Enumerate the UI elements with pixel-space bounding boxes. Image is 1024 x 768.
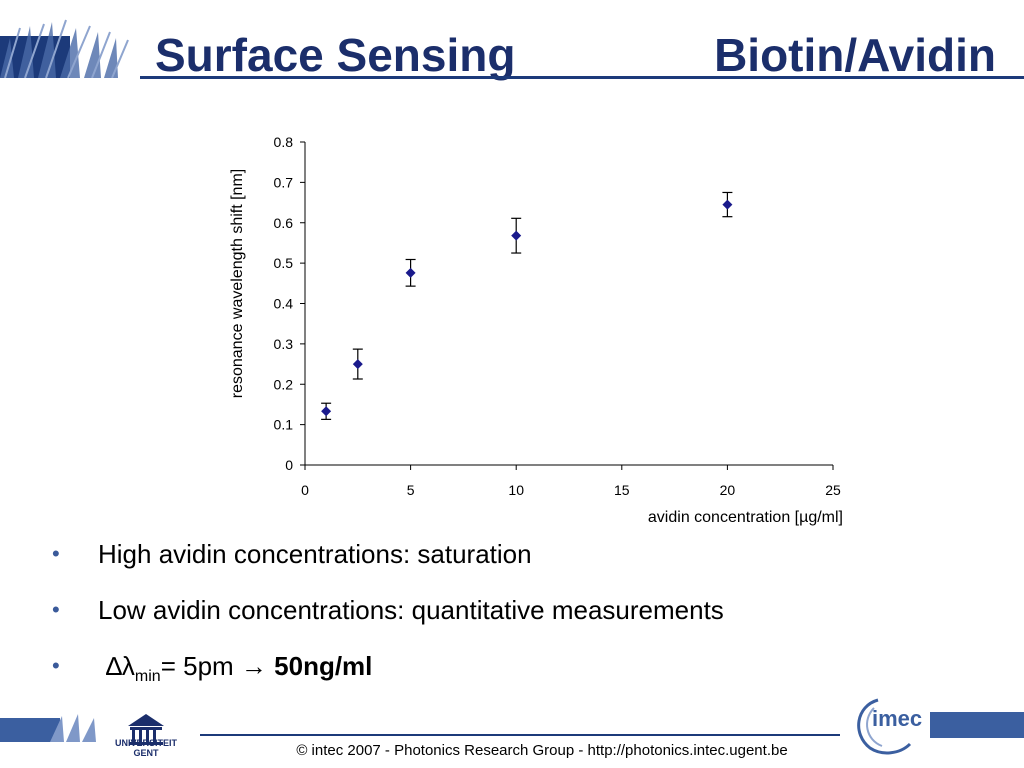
x-tick-label: 25 bbox=[825, 482, 841, 498]
bullet-item: • High avidin concentrations: saturation bbox=[52, 532, 724, 588]
y-tick-label: 0.2 bbox=[274, 376, 294, 392]
ugent-wordmark: UNIVERSITEIT GENT bbox=[104, 738, 188, 758]
ugent-line2: GENT bbox=[133, 748, 159, 758]
slide-subtitle: Biotin/Avidin bbox=[714, 29, 996, 81]
y-tick-label: 0.7 bbox=[274, 174, 294, 190]
bullet-item: • ∆λmin= 5pm → 50ng/ml bbox=[52, 644, 724, 700]
x-tick-label: 20 bbox=[720, 482, 736, 498]
footer-band bbox=[930, 712, 1024, 738]
x-tick-label: 5 bbox=[407, 482, 415, 498]
data-point bbox=[511, 230, 522, 241]
footer-rule bbox=[200, 734, 840, 736]
arrow-icon: → bbox=[240, 651, 267, 681]
header-rule bbox=[140, 76, 1024, 79]
imec-logo-swoosh bbox=[857, 698, 912, 755]
y-tick-label: 0.3 bbox=[274, 336, 294, 352]
formula-delta: ∆λ bbox=[106, 651, 135, 681]
bullet-text: High avidin concentrations: saturation bbox=[98, 539, 532, 569]
y-tick-label: 0 bbox=[285, 457, 293, 473]
data-point bbox=[321, 406, 332, 417]
y-axis-label: resonance wavelength shift [nm] bbox=[229, 169, 246, 398]
footer-text: © intec 2007 - Photonics Research Group … bbox=[296, 742, 788, 759]
data-points bbox=[321, 191, 733, 420]
tick-labels: 0 0.1 0.2 0.3 0.4 0.5 0.6 0.7 0.8 0 5 10 15 20 25 bbox=[274, 134, 841, 498]
formula-subscript: min bbox=[134, 668, 161, 686]
ugent-line1: UNIVERSITEIT bbox=[114, 738, 177, 748]
x-tick-label: 0 bbox=[301, 482, 309, 498]
y-axis-title-group: resonance wavelength shift [nm] bbox=[229, 169, 246, 398]
y-tick-label: 0.4 bbox=[274, 296, 294, 312]
ugent-logo bbox=[128, 714, 164, 745]
x-tick-label: 15 bbox=[614, 482, 630, 498]
bullet-item: • Low avidin concentrations: quantitativ… bbox=[52, 588, 724, 644]
bullet-text: Low avidin concentrations: quantitative … bbox=[98, 595, 724, 625]
footer-decoration bbox=[0, 714, 96, 742]
bullet-icon: • bbox=[52, 653, 60, 678]
bullet-list: • High avidin concentrations: saturation… bbox=[52, 532, 724, 700]
formula-equals: = 5pm bbox=[160, 651, 241, 681]
header-decoration bbox=[0, 18, 130, 78]
y-tick-label: 0.1 bbox=[274, 417, 294, 433]
data-point bbox=[405, 267, 416, 278]
bullet-icon: • bbox=[52, 597, 60, 622]
data-point bbox=[352, 359, 363, 370]
slide-title: Surface Sensing bbox=[155, 29, 516, 81]
y-tick-label: 0.6 bbox=[274, 215, 294, 231]
axes bbox=[300, 141, 834, 470]
x-axis-label: avidin concentration [µg/ml] bbox=[648, 509, 843, 526]
formula-result: 50ng/ml bbox=[266, 651, 373, 681]
data-point bbox=[722, 199, 733, 210]
imec-logo: imec bbox=[872, 706, 923, 731]
x-tick-label: 10 bbox=[508, 482, 524, 498]
formula: ∆λmin= 5pm → 50ng/ml bbox=[98, 651, 373, 685]
y-tick-label: 0.5 bbox=[274, 255, 294, 271]
y-tick-label: 0.8 bbox=[274, 134, 294, 150]
bullet-icon: • bbox=[52, 541, 60, 566]
scatter-chart: resonance wavelength shift [nm] avidin c… bbox=[229, 134, 843, 526]
